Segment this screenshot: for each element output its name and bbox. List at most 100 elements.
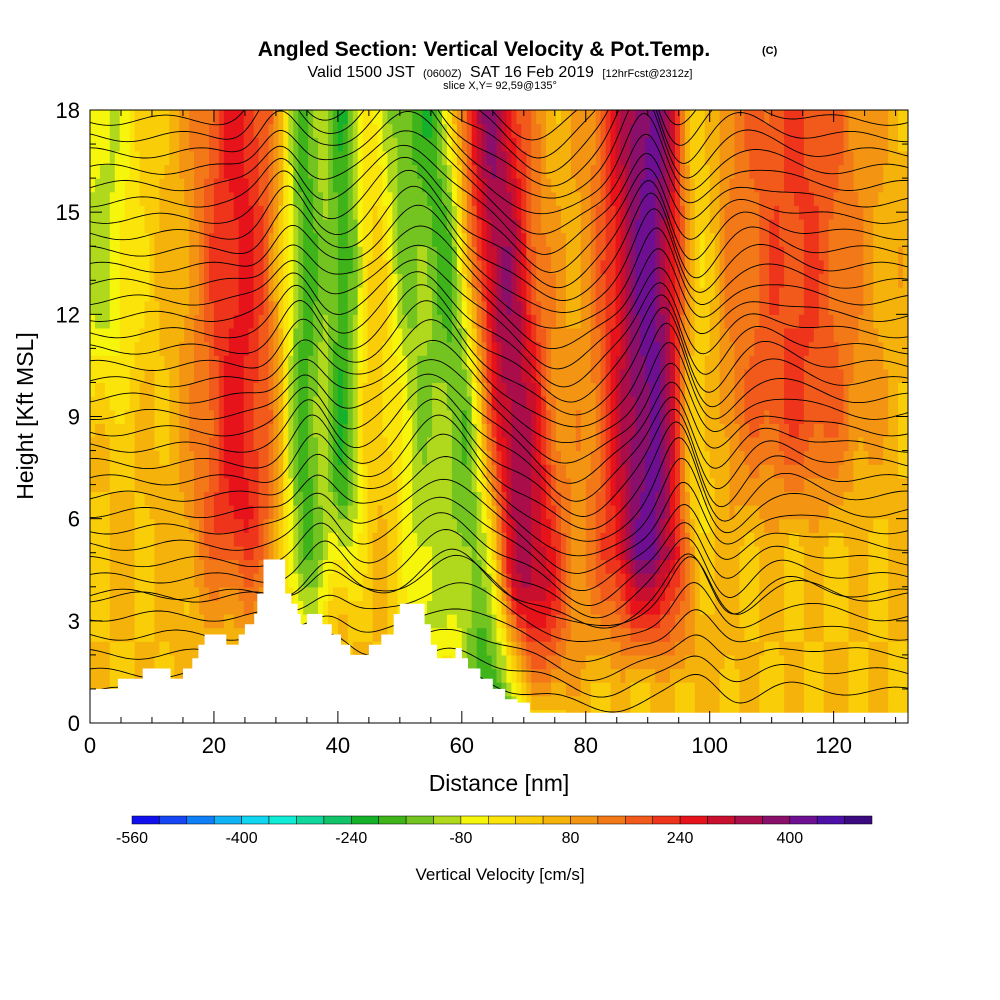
velocity-cell <box>169 300 175 315</box>
velocity-cell <box>541 232 547 247</box>
velocity-cell <box>139 123 146 138</box>
velocity-cell <box>268 450 275 465</box>
velocity-cell <box>446 518 453 533</box>
velocity-cell <box>585 382 592 397</box>
velocity-cell <box>332 491 339 506</box>
velocity-cell <box>303 382 309 397</box>
velocity-cell <box>288 300 294 315</box>
velocity-cell <box>298 559 304 574</box>
velocity-cell <box>184 137 190 152</box>
velocity-cell <box>342 477 349 492</box>
velocity-cell <box>476 178 483 193</box>
velocity-cell <box>471 559 478 574</box>
velocity-cell <box>590 273 597 288</box>
velocity-cell <box>248 396 255 411</box>
velocity-cell <box>293 178 299 193</box>
velocity-cell <box>308 396 314 411</box>
velocity-cell <box>481 110 488 125</box>
velocity-cell <box>99 559 106 574</box>
velocity-cell <box>600 328 607 343</box>
velocity-cell <box>432 246 438 261</box>
velocity-cell <box>506 491 512 506</box>
velocity-cell <box>615 450 622 465</box>
velocity-cell <box>114 205 121 220</box>
velocity-cell <box>476 259 483 274</box>
velocity-cell <box>174 205 180 220</box>
velocity-cell <box>501 586 508 601</box>
velocity-cell <box>99 477 106 492</box>
velocity-cell <box>615 246 622 261</box>
velocity-cell <box>293 532 299 547</box>
velocity-cell <box>600 505 607 520</box>
velocity-cell <box>154 573 160 588</box>
velocity-cell <box>184 614 190 629</box>
velocity-cell <box>134 464 141 479</box>
velocity-cell <box>149 396 156 411</box>
velocity-cell <box>536 164 542 179</box>
velocity-cell <box>392 396 398 411</box>
velocity-cell <box>238 123 245 138</box>
velocity-cell <box>179 341 185 356</box>
velocity-cell <box>90 355 96 370</box>
velocity-cell <box>491 273 498 288</box>
velocity-cell <box>605 219 612 234</box>
velocity-cell <box>427 518 433 533</box>
velocity-cell <box>303 545 309 561</box>
velocity-cell <box>417 396 423 411</box>
velocity-cell <box>129 627 136 642</box>
velocity-cell <box>595 586 602 601</box>
velocity-cell <box>308 409 314 424</box>
velocity-cell <box>342 368 349 383</box>
velocity-cell <box>213 110 220 125</box>
velocity-cell <box>551 368 557 383</box>
velocity-cell <box>99 205 106 220</box>
velocity-cell <box>412 396 418 411</box>
velocity-cell <box>308 423 314 438</box>
velocity-cell <box>367 191 374 206</box>
velocity-cell <box>422 123 428 138</box>
velocity-cell <box>496 586 503 601</box>
velocity-cell <box>179 450 185 465</box>
velocity-cell <box>456 273 463 288</box>
velocity-cell <box>476 164 483 179</box>
velocity-cell <box>313 205 319 220</box>
velocity-cell <box>337 518 344 533</box>
velocity-cell <box>268 477 275 492</box>
velocity-cell <box>248 341 255 356</box>
velocity-cell <box>273 219 279 234</box>
velocity-cell <box>283 137 289 152</box>
velocity-cell <box>521 137 527 152</box>
velocity-cell <box>223 150 230 166</box>
velocity-cell <box>139 505 146 520</box>
velocity-cell <box>352 396 359 411</box>
velocity-cell <box>367 559 374 574</box>
velocity-cell <box>149 273 156 288</box>
velocity-cell <box>556 355 562 370</box>
velocity-cell <box>620 314 627 329</box>
velocity-cell <box>352 559 359 574</box>
velocity-cell <box>209 273 215 288</box>
velocity-cell <box>600 273 607 288</box>
velocity-cell <box>377 573 384 588</box>
velocity-cell <box>99 110 106 125</box>
velocity-cell <box>382 246 389 261</box>
velocity-cell <box>263 178 270 193</box>
velocity-cell <box>238 532 245 547</box>
velocity-cell <box>124 123 131 138</box>
velocity-cell <box>585 409 592 424</box>
velocity-cell <box>476 137 483 152</box>
velocity-cell <box>367 273 374 288</box>
velocity-cell <box>377 273 384 288</box>
velocity-cell <box>526 341 532 356</box>
velocity-cell <box>521 559 527 574</box>
velocity-cell <box>432 477 438 492</box>
velocity-cell <box>476 491 483 506</box>
velocity-cell <box>99 287 106 302</box>
velocity-cell <box>605 328 612 343</box>
velocity-cell <box>159 518 165 533</box>
velocity-cell <box>585 273 592 288</box>
velocity-cell <box>134 654 141 670</box>
velocity-cell <box>570 545 577 561</box>
velocity-cell <box>541 355 547 370</box>
velocity-cell <box>561 300 567 315</box>
